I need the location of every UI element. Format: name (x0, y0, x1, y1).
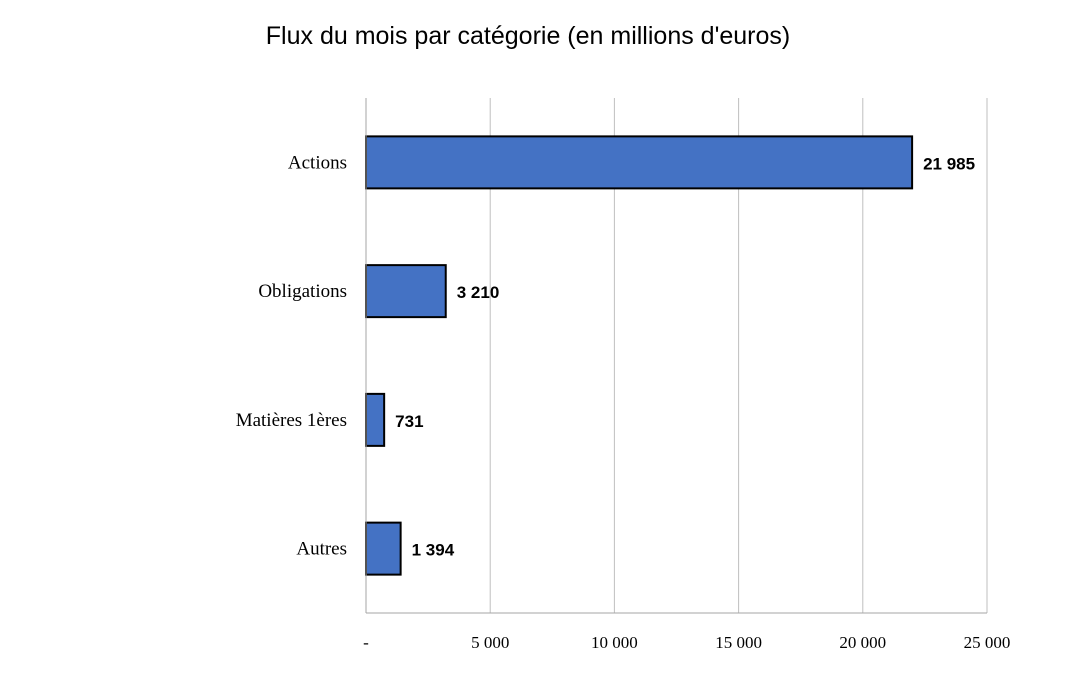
x-tick-label: 20 000 (839, 633, 886, 652)
x-tick-label: 15 000 (715, 633, 762, 652)
x-tick-label: 10 000 (591, 633, 638, 652)
category-label: Matières 1ères (236, 410, 347, 431)
bar (365, 392, 386, 447)
data-labels: 21 985 3 210 731 1 394 (395, 154, 975, 559)
chart-title: Flux du mois par catégorie (en millions … (265, 22, 791, 50)
category-label: Obligations (258, 281, 347, 302)
bar (365, 135, 914, 190)
x-tick-labels: - 5 000 10 000 15 000 20 000 25 000 (363, 633, 1010, 652)
data-label: 3 210 (457, 283, 500, 302)
x-tick-label: 25 000 (964, 633, 1011, 652)
x-tick-label: 5 000 (471, 633, 509, 652)
category-label: Autres (296, 539, 347, 560)
data-label: 1 394 (412, 541, 455, 560)
bars (365, 135, 914, 576)
bar (365, 264, 447, 319)
bar (365, 521, 402, 576)
data-label: 731 (395, 412, 423, 431)
axes (365, 98, 987, 614)
category-label: Actions (288, 152, 347, 173)
x-tick-label: - (363, 633, 369, 652)
category-labels: Actions Obligations Matières 1ères Autres (236, 152, 347, 559)
data-label: 21 985 (923, 154, 975, 173)
